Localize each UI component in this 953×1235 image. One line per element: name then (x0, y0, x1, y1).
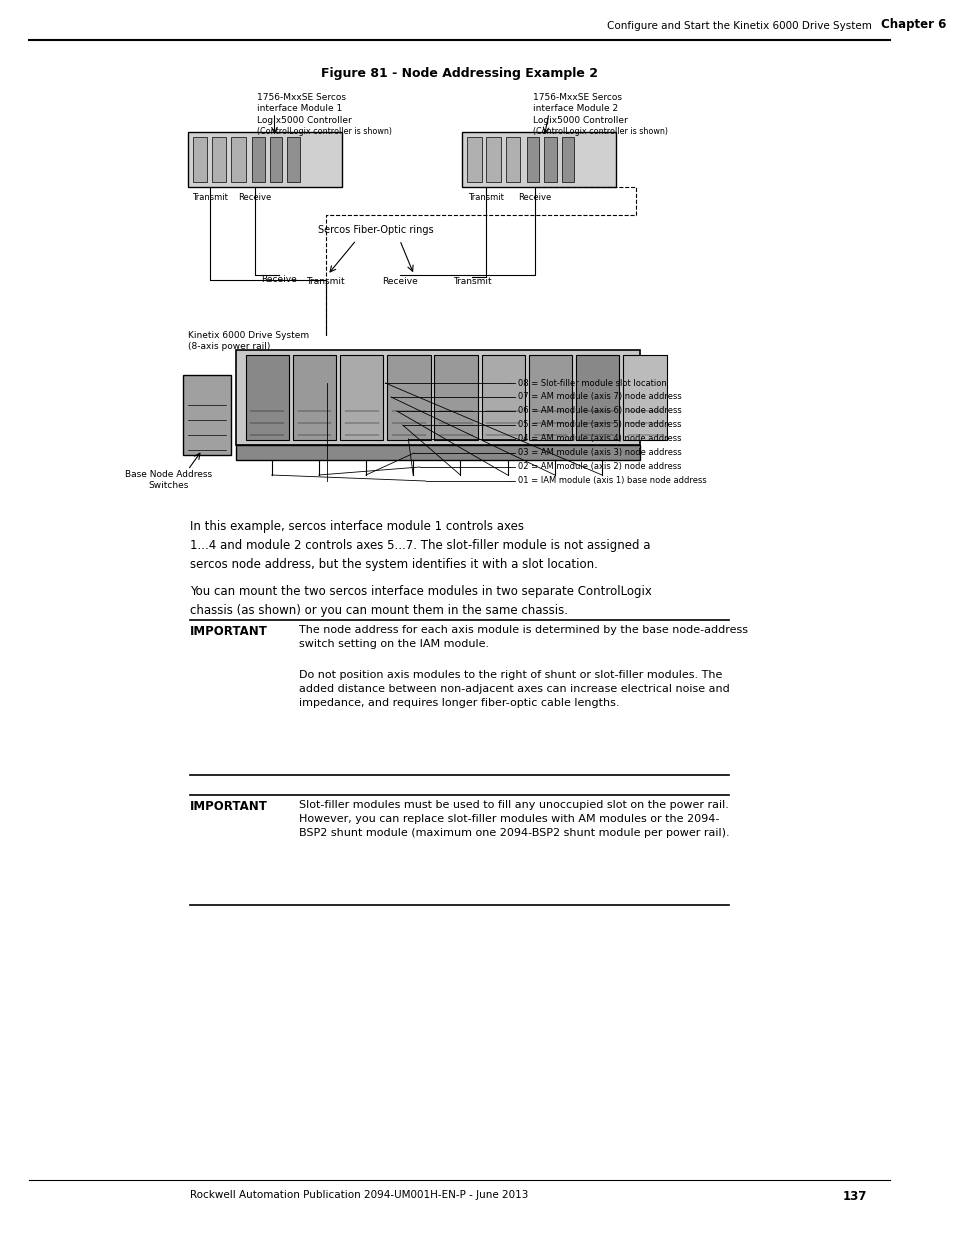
Bar (183, 375, 231, 454)
Text: Configure and Start the Kinetix 6000 Drive System: Configure and Start the Kinetix 6000 Dri… (606, 21, 871, 31)
Bar (543, 137, 557, 182)
Bar (481, 354, 524, 440)
Text: Transmit: Transmit (468, 193, 504, 203)
Bar (231, 137, 245, 182)
Text: 04 = AM module (axis 4) node address: 04 = AM module (axis 4) node address (517, 435, 681, 443)
Text: Transmit: Transmit (306, 277, 344, 287)
Text: Receive: Receive (238, 193, 272, 203)
Text: 1756-MxxSE Sercos: 1756-MxxSE Sercos (257, 93, 346, 103)
Bar (270, 137, 282, 182)
Bar (576, 354, 618, 440)
Text: Sercos Fiber-Optic rings: Sercos Fiber-Optic rings (317, 225, 433, 235)
Text: interface Module 2: interface Module 2 (532, 104, 618, 112)
FancyBboxPatch shape (462, 132, 616, 186)
Text: Do not position axis modules to the right of shunt or slot-filler modules. The
a: Do not position axis modules to the righ… (298, 671, 728, 708)
Text: The node address for each axis module is determined by the base node-address
swi: The node address for each axis module is… (298, 625, 747, 650)
Text: (ControlLogix controller is shown): (ControlLogix controller is shown) (257, 127, 392, 136)
Bar (339, 354, 383, 440)
Bar (387, 354, 430, 440)
Bar (235, 350, 639, 445)
Text: Transmit: Transmit (452, 277, 491, 287)
Text: Logix5000 Controller: Logix5000 Controller (532, 116, 627, 125)
Bar (245, 354, 289, 440)
Bar (293, 354, 335, 440)
Text: Kinetix 6000 Drive System: Kinetix 6000 Drive System (188, 331, 309, 340)
Text: 05 = AM module (axis 5) node address: 05 = AM module (axis 5) node address (517, 420, 681, 430)
Bar (561, 137, 574, 182)
Text: Receive: Receive (381, 277, 417, 287)
Text: interface Module 1: interface Module 1 (257, 104, 342, 112)
Bar (622, 354, 666, 440)
Text: Figure 81 - Node Addressing Example 2: Figure 81 - Node Addressing Example 2 (320, 67, 598, 80)
Text: 02 = AM module (axis 2) node address: 02 = AM module (axis 2) node address (517, 462, 681, 472)
Text: Slot-filler modules must be used to fill any unoccupied slot on the power rail.
: Slot-filler modules must be used to fill… (298, 800, 728, 839)
Bar (486, 137, 500, 182)
Text: (ControlLogix controller is shown): (ControlLogix controller is shown) (532, 127, 667, 136)
Text: Logix5000 Controller: Logix5000 Controller (257, 116, 352, 125)
Text: 03 = AM module (axis 3) node address: 03 = AM module (axis 3) node address (517, 448, 681, 457)
Bar (235, 445, 639, 459)
Bar (193, 137, 207, 182)
Text: Receive: Receive (261, 275, 297, 284)
Text: Switches: Switches (149, 480, 189, 490)
Bar (253, 137, 265, 182)
Text: Receive: Receive (517, 193, 551, 203)
Text: 08 = Slot-filler module slot location: 08 = Slot-filler module slot location (517, 378, 666, 388)
Text: (8-axis power rail): (8-axis power rail) (188, 342, 270, 351)
FancyBboxPatch shape (188, 132, 341, 186)
Text: IMPORTANT: IMPORTANT (190, 800, 268, 813)
Text: Rockwell Automation Publication 2094-UM001H-EN-P - June 2013: Rockwell Automation Publication 2094-UM0… (190, 1191, 528, 1200)
Text: IMPORTANT: IMPORTANT (190, 625, 268, 638)
Bar (505, 137, 519, 182)
Bar (434, 354, 477, 440)
Text: Chapter 6: Chapter 6 (881, 19, 945, 31)
Text: 06 = AM module (axis 6) node address: 06 = AM module (axis 6) node address (517, 406, 681, 415)
Bar (212, 137, 226, 182)
Bar (467, 137, 481, 182)
Text: 01 = IAM module (axis 1) base node address: 01 = IAM module (axis 1) base node addre… (517, 477, 706, 485)
Text: 137: 137 (841, 1191, 866, 1203)
Text: 1756-MxxSE Sercos: 1756-MxxSE Sercos (532, 93, 621, 103)
Text: Transmit: Transmit (192, 193, 228, 203)
Text: You can mount the two sercos interface modules in two separate ControlLogix
chas: You can mount the two sercos interface m… (190, 585, 651, 618)
Bar (287, 137, 299, 182)
Text: In this example, sercos interface module 1 controls axes
1...4 and module 2 cont: In this example, sercos interface module… (190, 520, 650, 571)
Text: Base Node Address: Base Node Address (125, 471, 212, 479)
Bar (528, 354, 572, 440)
Bar (526, 137, 538, 182)
Text: 07 = AM module (axis 7) node address: 07 = AM module (axis 7) node address (517, 393, 681, 401)
